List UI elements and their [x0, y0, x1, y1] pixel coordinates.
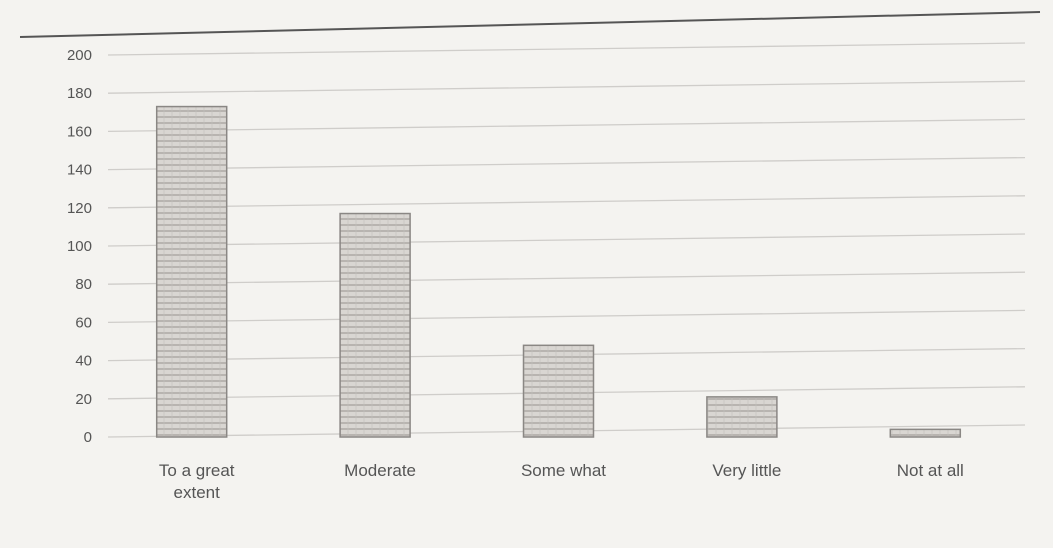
gridline — [107, 118, 1026, 133]
gridline — [107, 195, 1026, 209]
bar — [155, 105, 228, 438]
y-axis-tick-labels: 0 20 40 60 80 100 120 140 160 180 200 — [67, 47, 92, 446]
gridlines — [107, 42, 1026, 438]
x-tick-label: Some what — [521, 461, 606, 480]
x-tick-label: Not at all — [897, 461, 964, 480]
chart-top-border — [19, 11, 1041, 38]
bar — [339, 212, 411, 438]
x-tick-label: Moderate — [344, 461, 416, 480]
bar — [522, 344, 595, 438]
gridline — [107, 80, 1026, 94]
y-tick-label: 200 — [67, 47, 92, 64]
x-axis-tick-labels: To a great extent Moderate Some what Very li… — [159, 461, 964, 502]
gridline — [107, 309, 1026, 324]
y-tick-label: 140 — [67, 162, 92, 179]
y-tick-label: 40 — [75, 353, 92, 370]
bar — [706, 396, 778, 438]
y-tick-label: 60 — [75, 314, 92, 331]
y-tick-label: 100 — [67, 238, 92, 255]
gridline — [107, 233, 1026, 247]
gridline — [107, 42, 1026, 56]
y-tick-label: 160 — [67, 123, 92, 140]
x-tick-label: To a great extent — [159, 461, 235, 502]
y-tick-label: 120 — [67, 200, 92, 217]
bar — [889, 428, 962, 438]
y-tick-label: 80 — [75, 276, 92, 293]
x-tick-label: Very little — [712, 461, 781, 480]
y-tick-label: 20 — [75, 391, 92, 408]
gridline — [107, 156, 1026, 171]
bars — [155, 105, 962, 438]
y-tick-label: 180 — [67, 85, 92, 102]
y-tick-label: 0 — [84, 429, 92, 446]
gridline — [107, 271, 1026, 285]
